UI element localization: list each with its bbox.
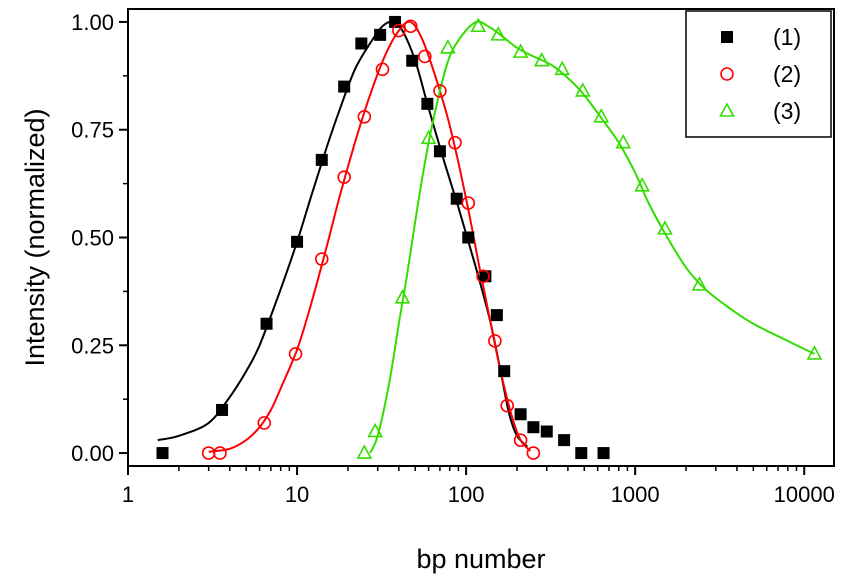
- data-point-series-1: [355, 37, 368, 50]
- x-tick-label: 100: [448, 482, 485, 507]
- legend-marker-series-3: [719, 102, 735, 117]
- data-point-series-2: [288, 347, 303, 361]
- x-tick-label: 1: [122, 482, 134, 507]
- data-point-series-1: [315, 153, 328, 166]
- data-point-series-1: [514, 408, 527, 421]
- data-point-series-1: [156, 447, 169, 460]
- data-point-series-1: [260, 317, 273, 330]
- fit-line-series-3: [369, 20, 815, 454]
- data-point-series-1: [433, 145, 446, 158]
- data-point-series-3: [440, 39, 456, 54]
- x-tick-label: 10000: [774, 482, 835, 507]
- data-point-series-2: [418, 49, 432, 64]
- legend-marker-series-1: [721, 31, 733, 43]
- data-point-series-3: [512, 43, 529, 58]
- data-point-series-2: [403, 19, 418, 34]
- data-point-series-2: [433, 84, 447, 98]
- fit-lines: [157, 20, 815, 454]
- legend-marker-series-2: [720, 67, 734, 81]
- y-tick-label: 0.25: [71, 333, 114, 358]
- data-point-series-1: [490, 309, 503, 322]
- data-point-series-3: [394, 289, 411, 304]
- x-tick-label: 1000: [611, 482, 660, 507]
- x-tick-label: 10: [285, 482, 309, 507]
- legend-label-series-2: (2): [773, 61, 801, 87]
- legend-box: [685, 10, 832, 138]
- data-point-series-1: [462, 231, 475, 244]
- data-point-series-1: [291, 235, 304, 248]
- data-point-series-3: [574, 82, 591, 97]
- data-point-series-1: [216, 403, 229, 416]
- fit-line-series-2: [208, 20, 532, 453]
- data-point-series-1: [597, 447, 610, 460]
- data-point-series-2: [337, 170, 351, 184]
- data-point-series-3: [420, 129, 437, 145]
- tick-labels: 1 10 100 1000 10000 0.00 0.25 0.50 0.75 1.00: [71, 10, 835, 507]
- data-point-series-2: [357, 109, 372, 124]
- data-point-series-2: [257, 416, 272, 430]
- data-point-series-3: [554, 60, 571, 76]
- legend: (1) (2) (3): [685, 10, 832, 138]
- y-tick-label: 0.50: [71, 226, 114, 251]
- data-point-series-3: [615, 133, 632, 149]
- plot-frame: [127, 8, 835, 467]
- data-point-series-1: [374, 28, 387, 41]
- data-point-series-3: [691, 276, 708, 291]
- data-point-series-1: [421, 97, 434, 110]
- data-point-series-3: [356, 444, 373, 459]
- data-point-series-2: [314, 252, 329, 266]
- data-markers: [156, 15, 823, 460]
- y-axis-title: Intensity (normalized): [20, 108, 50, 366]
- data-point-series-2: [500, 398, 515, 413]
- y-tick-label: 0.75: [71, 118, 114, 143]
- legend-label-series-1: (1): [773, 24, 801, 50]
- data-point-series-2: [448, 135, 462, 150]
- data-point-series-2: [213, 446, 227, 460]
- data-point-series-3: [533, 52, 550, 67]
- data-point-series-1: [338, 80, 351, 93]
- data-point-series-3: [367, 422, 384, 438]
- data-point-series-3: [806, 345, 823, 360]
- data-point-series-3: [490, 26, 507, 41]
- x-axis-title: bp number: [416, 544, 545, 574]
- data-point-series-2: [526, 446, 541, 460]
- data-point-series-1: [406, 54, 419, 67]
- data-point-series-1: [527, 421, 540, 434]
- data-point-series-3: [657, 220, 673, 235]
- data-point-series-2: [513, 433, 528, 447]
- y-tick-label: 0.00: [71, 441, 114, 466]
- data-point-series-3: [470, 17, 487, 33]
- data-point-series-1: [450, 192, 463, 205]
- data-point-series-2: [392, 23, 406, 38]
- data-point-series-3: [593, 108, 610, 123]
- data-point-series-2: [488, 334, 502, 348]
- data-point-series-3: [634, 177, 651, 192]
- data-point-series-1: [498, 365, 511, 378]
- data-point-series-1: [540, 425, 553, 438]
- legend-label-series-3: (3): [773, 98, 801, 124]
- data-point-series-2: [461, 196, 476, 210]
- data-point-series-1: [558, 434, 571, 447]
- y-tick-label: 1.00: [71, 10, 114, 35]
- data-point-series-2: [375, 62, 390, 77]
- data-point-series-2: [476, 269, 490, 284]
- data-point-series-2: [201, 446, 216, 460]
- data-point-series-1: [575, 447, 588, 460]
